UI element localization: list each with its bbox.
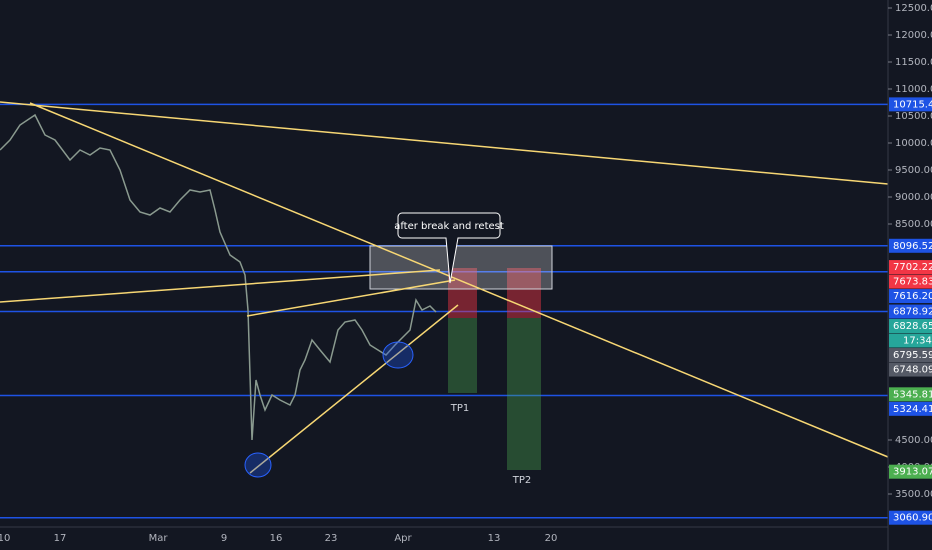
price-tag-label: 10715.43 bbox=[893, 99, 932, 110]
time-label: 10 bbox=[0, 533, 10, 544]
price-tag bbox=[889, 387, 932, 402]
countdown-tag bbox=[889, 333, 932, 348]
price-tag bbox=[889, 97, 932, 112]
target-zone bbox=[507, 318, 541, 470]
price-tag-label: 3060.90 bbox=[893, 513, 932, 524]
price-tick-label: 8500.00 bbox=[895, 219, 932, 230]
price-tag-label: 5345.81 bbox=[893, 389, 932, 400]
time-label: 20 bbox=[545, 533, 558, 544]
price-tick-label: 3500.00 bbox=[895, 489, 932, 500]
price-tag bbox=[889, 319, 932, 334]
price-tag bbox=[889, 362, 932, 377]
time-label: 16 bbox=[270, 533, 283, 544]
price-tag-label: 6795.59 bbox=[893, 350, 932, 361]
time-label: 9 bbox=[221, 533, 227, 544]
price-tag bbox=[889, 274, 932, 289]
time-label: Apr bbox=[394, 533, 412, 544]
retest-zone bbox=[369, 245, 553, 290]
stop-zone bbox=[507, 268, 541, 318]
price-tag-label: 7616.20 bbox=[893, 291, 932, 302]
price-tick-label: 10500.00 bbox=[895, 111, 932, 122]
price-tag bbox=[889, 289, 932, 304]
price-tick-label: 4500.00 bbox=[895, 435, 932, 446]
price-path bbox=[0, 113, 437, 441]
highlight-circle bbox=[382, 341, 414, 369]
price-tick-label: 11500.00 bbox=[895, 57, 932, 68]
price-axis: 12500.00 12000.00 11500.00 11000.00 10500.00… bbox=[888, 3, 932, 525]
time-label: Mar bbox=[149, 533, 169, 544]
time-label: 23 bbox=[325, 533, 338, 544]
trendlines bbox=[0, 101, 889, 474]
target-zone bbox=[448, 318, 477, 393]
price-tick-label: 10000.00 bbox=[895, 138, 932, 149]
price-tick-label: 12000.00 bbox=[895, 30, 932, 41]
time-label: 13 bbox=[488, 533, 501, 544]
price-tag-label: 7673.83 bbox=[893, 277, 932, 288]
highlight-circle bbox=[244, 452, 272, 478]
time-label: 17 bbox=[54, 533, 67, 544]
countdown: 17:34 bbox=[903, 336, 932, 347]
callout-text: after break and retest bbox=[394, 221, 504, 232]
price-tag bbox=[889, 260, 932, 275]
price-tag-label: 6748.09 bbox=[893, 365, 932, 376]
callout-box bbox=[397, 212, 501, 284]
price-tag-label: 3913.07 bbox=[893, 467, 932, 478]
price-tag bbox=[889, 238, 932, 253]
price-tag bbox=[889, 304, 932, 319]
price-tag bbox=[889, 464, 932, 479]
price-tick-label: 11000.00 bbox=[895, 84, 932, 95]
price-tag-label: 8096.52 bbox=[893, 241, 932, 252]
price-tag-label: 6828.65 bbox=[893, 321, 932, 332]
price-tag bbox=[889, 348, 932, 363]
price-tick-label: 9500.00 bbox=[895, 165, 932, 176]
time-axis: 10 17 Mar 9 16 23 Apr 13 20 bbox=[0, 533, 557, 544]
price-tick-label: 12500.00 bbox=[895, 3, 932, 14]
tp-label: TP1 bbox=[450, 403, 470, 414]
tp-label: TP2 bbox=[512, 475, 532, 486]
price-tag-label: 6878.92 bbox=[893, 307, 932, 318]
price-tag bbox=[889, 510, 932, 525]
price-tag-label: 5324.41 bbox=[893, 404, 932, 415]
price-tick-label: 9000.00 bbox=[895, 192, 932, 203]
price-tag bbox=[889, 401, 932, 416]
price-tag-label: 7702.22 bbox=[893, 262, 932, 273]
